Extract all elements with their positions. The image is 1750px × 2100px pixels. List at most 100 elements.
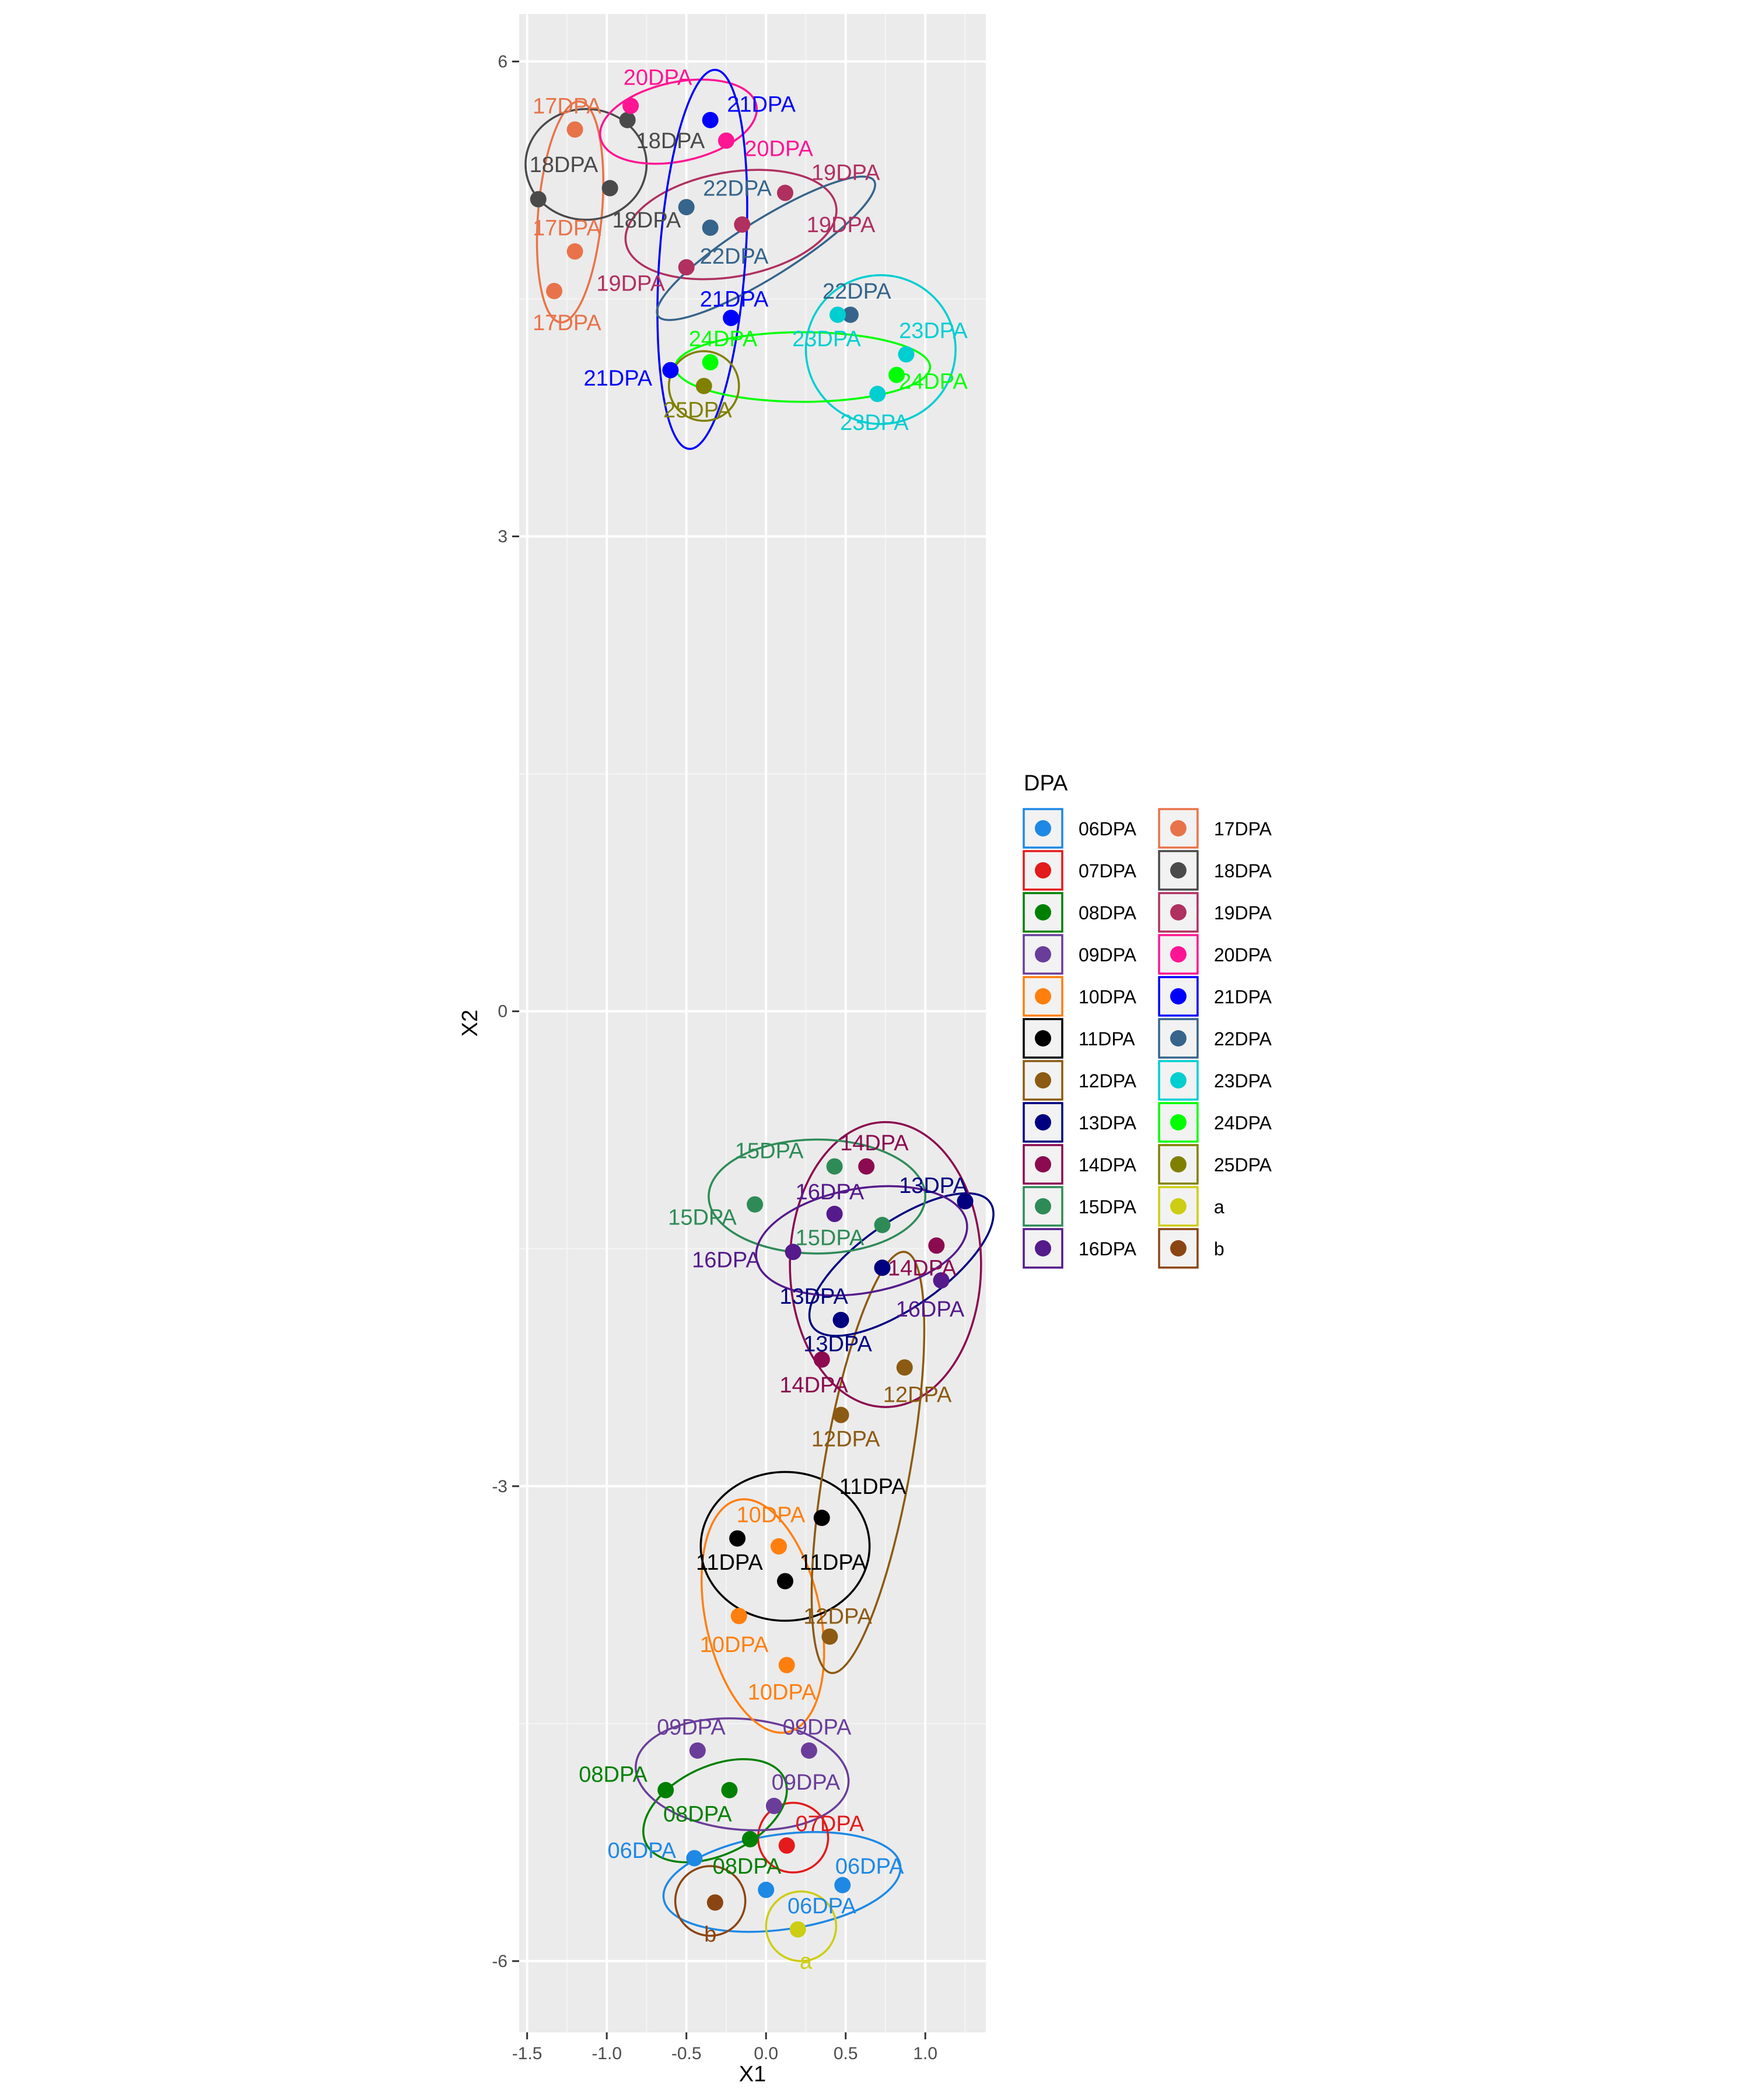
point-label-15DPA: 15DPA (668, 1205, 737, 1230)
y-tick-label: -3 (492, 1477, 508, 1496)
legend-label-14DPA: 14DPA (1079, 1154, 1137, 1175)
cluster-ellipse-b (674, 1865, 747, 1937)
data-point-19DPA (678, 259, 695, 276)
legend-marker-10DPA (1035, 988, 1051, 1005)
data-point-a (789, 1921, 806, 1938)
point-label-15DPA: 15DPA (735, 1139, 804, 1163)
point-label-23DPA: 23DPA (840, 411, 909, 435)
grid-major (519, 14, 986, 2032)
data-point-b (706, 1894, 723, 1911)
point-label-09DPA: 09DPA (657, 1715, 726, 1740)
cluster-ellipse-10DPA (700, 1498, 825, 1734)
cluster-ellipse-06DPA (662, 1831, 902, 1933)
data-point-08DPA (741, 1831, 758, 1847)
data-point-12DPA (821, 1628, 838, 1645)
legend-marker-17DPA (1170, 820, 1186, 836)
legend-title: DPA (1024, 771, 1068, 796)
x-axis-title: X1 (739, 2062, 766, 2087)
legend-marker-b (1170, 1240, 1186, 1256)
data-point-12DPA (896, 1359, 913, 1376)
legend-label-12DPA: 12DPA (1079, 1070, 1137, 1091)
point-label-b: b (704, 1923, 716, 1947)
legend-marker-20DPA (1170, 946, 1186, 963)
data-point-21DPA (723, 310, 740, 327)
data-point-23DPA (830, 306, 846, 323)
data-point-06DPA (686, 1850, 703, 1867)
legend-key-07DPA (1023, 850, 1063, 891)
x-tick-label: -1.0 (592, 2044, 622, 2063)
cluster-ellipse-17DPA (536, 100, 604, 324)
x-tick-label: -0.5 (671, 2044, 702, 2063)
legend-label-17DPA: 17DPA (1214, 818, 1272, 839)
data-point-18DPA (530, 191, 547, 208)
point-label-06DPA: 06DPA (835, 1854, 904, 1879)
point-label-11DPA: 11DPA (839, 1475, 907, 1499)
point-label-24DPA: 24DPA (899, 370, 968, 394)
x-tick-label: 0.0 (754, 2044, 778, 2063)
data-point-16DPA (785, 1244, 802, 1261)
data-point-06DPA (758, 1881, 775, 1898)
legend-marker-16DPA (1035, 1240, 1051, 1256)
point-label-18DPA: 18DPA (612, 208, 681, 233)
cluster-ellipse-16DPA (755, 1185, 968, 1297)
data-point-09DPA (800, 1742, 817, 1759)
point-label-19DPA: 19DPA (807, 213, 876, 237)
legend-key-23DPA (1158, 1060, 1199, 1101)
y-tick-label: 0 (498, 1002, 508, 1021)
point-label-21DPA: 21DPA (727, 93, 796, 117)
data-point-11DPA (776, 1573, 793, 1590)
cluster-ellipse-12DPA (810, 1251, 926, 1674)
legend-marker-13DPA (1035, 1114, 1051, 1130)
data-point-06DPA (834, 1877, 851, 1894)
y-axis-title: X2 (458, 1010, 482, 1037)
data-point-15DPA (874, 1217, 891, 1233)
point-label-08DPA: 08DPA (713, 1854, 782, 1879)
data-point-15DPA (747, 1196, 764, 1213)
data-point-25DPA (695, 377, 712, 394)
cluster-ellipses (524, 68, 995, 1962)
data-point-08DPA (721, 1782, 738, 1798)
data-point-11DPA (729, 1530, 746, 1547)
cluster-ellipse-19DPA (624, 169, 838, 281)
data-point-14DPA (858, 1158, 875, 1175)
point-label-17DPA: 17DPA (533, 216, 601, 240)
legend-label-a: a (1214, 1196, 1224, 1217)
data-point-16DPA (933, 1272, 950, 1289)
data-point-14DPA (813, 1351, 830, 1368)
cluster-ellipse-21DPA (656, 68, 748, 450)
point-label-08DPA: 08DPA (663, 1803, 732, 1827)
legend-marker-07DPA (1035, 862, 1051, 878)
point-label-19DPA: 19DPA (811, 160, 880, 185)
data-point-23DPA (898, 346, 915, 363)
point-label-18DPA: 18DPA (636, 129, 705, 153)
data-point-16DPA (826, 1206, 843, 1223)
data-point-21DPA (702, 111, 719, 128)
legend-label-24DPA: 24DPA (1214, 1112, 1272, 1133)
data-points (530, 97, 974, 1938)
point-labels: 06DPA 06DPA 06DPA 07DPA 08DPA 08DPA 08DPA 09DPA… (530, 66, 968, 1974)
data-point-17DPA (566, 121, 583, 138)
legend-marker-18DPA (1170, 862, 1186, 878)
legend-marker-25DPA (1170, 1156, 1186, 1172)
data-point-18DPA (619, 111, 636, 128)
point-label-18DPA: 18DPA (530, 153, 598, 177)
y-tick-label: 6 (498, 52, 508, 71)
point-label-06DPA: 06DPA (607, 1839, 676, 1863)
legend-label-21DPA: 21DPA (1214, 986, 1272, 1007)
point-label-a: a (800, 1950, 813, 1974)
legend-marker-06DPA (1035, 820, 1051, 836)
point-label-22DPA: 22DPA (822, 279, 891, 304)
cluster-ellipse-a (765, 1890, 838, 1962)
legend-label-10DPA: 10DPA (1079, 986, 1137, 1007)
x-tick-label: -1.5 (512, 2044, 542, 2063)
legend-label-09DPA: 09DPA (1079, 944, 1137, 965)
point-label-09DPA: 09DPA (783, 1715, 852, 1740)
point-label-22DPA: 22DPA (703, 177, 772, 201)
point-label-15DPA: 15DPA (796, 1226, 864, 1251)
legend-label-18DPA: 18DPA (1214, 860, 1272, 881)
point-label-16DPA: 16DPA (796, 1180, 864, 1205)
legend-label-20DPA: 20DPA (1214, 944, 1272, 965)
legend-label-11DPA: 11DPA (1079, 1028, 1135, 1049)
y-axis-ticks: -6 -3 0 3 6 (492, 52, 519, 1971)
point-label-22DPA: 22DPA (700, 244, 769, 269)
